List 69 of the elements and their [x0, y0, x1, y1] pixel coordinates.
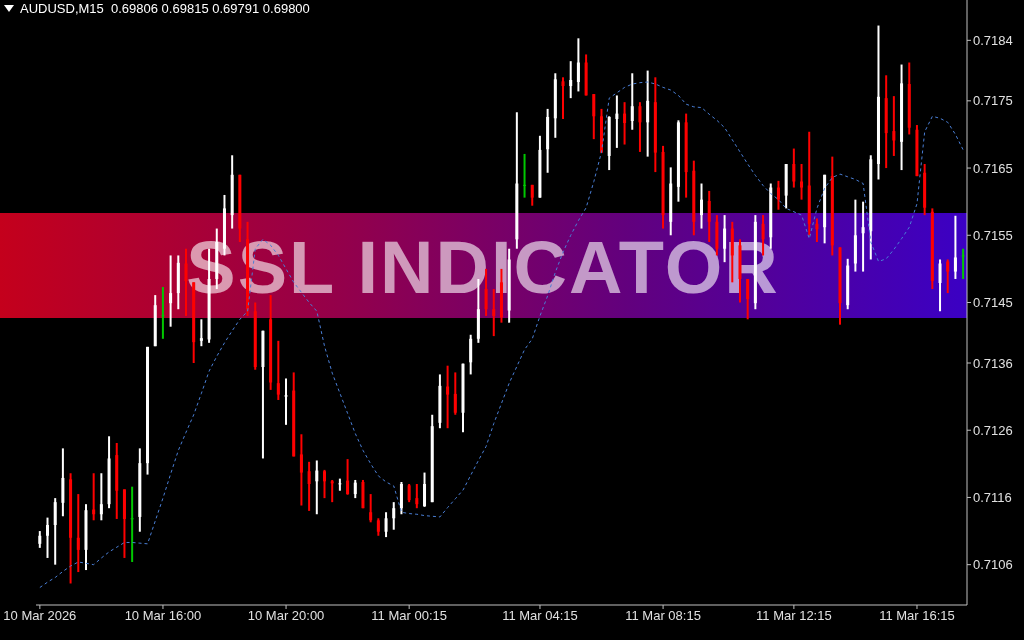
candlestick: [353, 478, 357, 500]
annotation: AUDUSD,M15 0.69806 0.69815 0.69791 0.69800: [20, 1, 310, 16]
candlestick: [76, 493, 80, 574]
candlestick: [169, 254, 173, 328]
y-tick-label: 0.7184: [973, 32, 1013, 48]
candlestick: [415, 483, 419, 510]
x-tick-label: 10 Mar 16:00: [124, 608, 202, 624]
x-tick-label: 11 Mar 04:15: [502, 608, 578, 624]
x-tick-label: 11 Mar 16:15: [879, 608, 955, 624]
candlestick: [592, 93, 596, 141]
candlestick: [446, 364, 450, 430]
candlestick: [369, 493, 373, 524]
candlestick: [384, 511, 388, 539]
x-tick-label: 11 Mar 12:15: [756, 608, 832, 624]
x-tick-label: 10 Mar 20:00: [247, 608, 325, 624]
candlestick: [615, 94, 619, 149]
candlestick: [423, 471, 427, 508]
x-tick-label: 11 Mar 08:15: [625, 608, 701, 624]
y-tick-label: 0.7116: [973, 490, 1012, 506]
candlestick: [961, 247, 965, 280]
candlestick: [346, 458, 350, 496]
candlestick: [776, 179, 780, 211]
candlestick: [569, 60, 573, 100]
candlestick: [953, 214, 957, 280]
y-tick-label: 0.7136: [973, 355, 1013, 371]
candlestick: [469, 333, 473, 376]
candlestick: [646, 69, 650, 158]
x-tick-label: 10 Mar 2026: [3, 608, 77, 624]
candlestick: [338, 477, 342, 492]
candlestick: [630, 72, 634, 131]
y-tick-label: 0.7145: [973, 295, 1013, 311]
candlestick: [861, 200, 865, 273]
candlestick: [99, 472, 103, 522]
candlestick: [161, 286, 165, 340]
candlestick: [792, 147, 796, 189]
y-tick-label: 0.7175: [973, 93, 1013, 109]
candlestick: [407, 483, 411, 504]
candlestick: [800, 163, 804, 201]
candlestick: [392, 501, 396, 531]
candlestick: [276, 339, 280, 401]
y-tick-label: 0.7126: [973, 422, 1013, 438]
line-series: [39, 81, 964, 589]
candlestick: [307, 460, 311, 512]
candlestick: [815, 217, 819, 243]
candlestick: [700, 182, 704, 230]
candlestick: [623, 101, 627, 146]
y-tick-label: 0.7155: [973, 227, 1013, 243]
candlestick: [284, 377, 288, 426]
candlestick: [576, 37, 580, 93]
candlestick: [638, 101, 642, 153]
candlestick: [938, 258, 942, 313]
candlestick: [299, 433, 303, 507]
candlestick: [322, 468, 326, 500]
candlestick: [453, 371, 457, 416]
candlestick: [130, 485, 134, 563]
candlestick: [561, 76, 565, 120]
candlestick: [315, 459, 319, 516]
y-tick-label: 0.7165: [973, 160, 1013, 176]
x-tick-label: 11 Mar 00:15: [371, 608, 447, 624]
candlestick: [53, 497, 57, 566]
y-tick-label: 0.7106: [973, 557, 1013, 573]
candlestick: [330, 478, 334, 504]
candlestick: [199, 318, 203, 348]
candlestick: [892, 95, 896, 157]
candlestick: [599, 107, 603, 154]
candlestick: [876, 24, 880, 181]
candlestick: [523, 152, 527, 199]
candlestick: [46, 516, 49, 559]
candlestick: [946, 258, 950, 295]
